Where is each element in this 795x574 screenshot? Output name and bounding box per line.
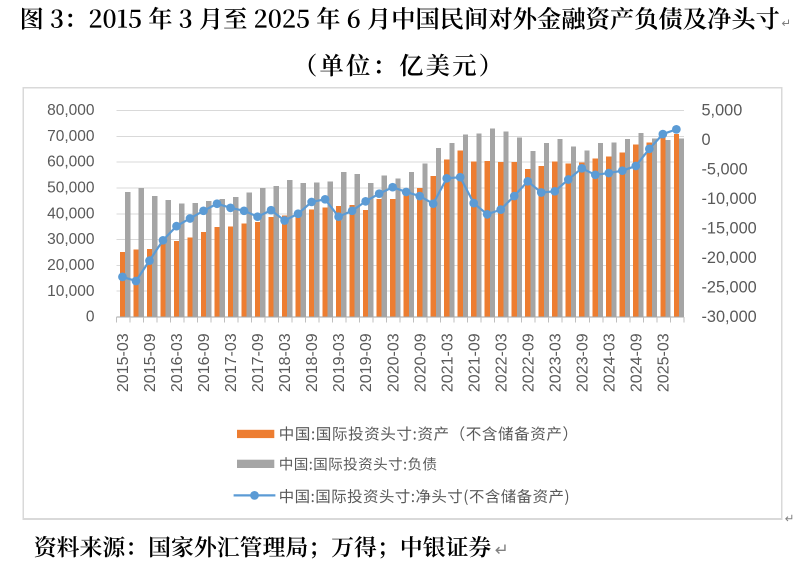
svg-text:2024-03: 2024-03 bbox=[601, 333, 618, 392]
svg-text:2016-09: 2016-09 bbox=[196, 333, 213, 392]
svg-text:2019-03: 2019-03 bbox=[331, 333, 348, 392]
svg-text:2015-09: 2015-09 bbox=[142, 333, 159, 392]
svg-text:-15,000: -15,000 bbox=[702, 219, 757, 237]
svg-text:2018-03: 2018-03 bbox=[277, 333, 294, 392]
svg-text:50,000: 50,000 bbox=[47, 180, 95, 197]
svg-text:-25,000: -25,000 bbox=[702, 278, 757, 296]
svg-text:2022-09: 2022-09 bbox=[520, 333, 537, 392]
svg-text:80,000: 80,000 bbox=[47, 102, 95, 119]
svg-text:-5,000: -5,000 bbox=[702, 160, 748, 178]
svg-text:5,000: 5,000 bbox=[702, 101, 743, 119]
svg-text:-30,000: -30,000 bbox=[702, 308, 757, 326]
svg-text:10,000: 10,000 bbox=[47, 283, 95, 300]
svg-text:2024-09: 2024-09 bbox=[628, 333, 645, 392]
svg-text:2021-03: 2021-03 bbox=[439, 333, 456, 392]
svg-text:2023-03: 2023-03 bbox=[547, 333, 564, 392]
svg-text:2017-03: 2017-03 bbox=[223, 333, 240, 392]
svg-text:-10,000: -10,000 bbox=[702, 190, 757, 208]
svg-text:2022-03: 2022-03 bbox=[493, 333, 510, 392]
svg-text:2020-03: 2020-03 bbox=[385, 333, 402, 392]
svg-text:40,000: 40,000 bbox=[47, 205, 95, 222]
svg-text:2017-09: 2017-09 bbox=[250, 333, 267, 392]
svg-text:2015-03: 2015-03 bbox=[115, 333, 132, 392]
svg-text:2023-09: 2023-09 bbox=[574, 333, 591, 392]
svg-text:60,000: 60,000 bbox=[47, 154, 95, 171]
svg-text:0: 0 bbox=[702, 131, 711, 149]
svg-text:2020-09: 2020-09 bbox=[412, 333, 429, 392]
svg-text:-20,000: -20,000 bbox=[702, 249, 757, 267]
svg-text:2018-09: 2018-09 bbox=[304, 333, 321, 392]
svg-text:2016-03: 2016-03 bbox=[169, 333, 186, 392]
svg-text:2025-03: 2025-03 bbox=[655, 333, 672, 392]
svg-text:2021-09: 2021-09 bbox=[466, 333, 483, 392]
svg-text:20,000: 20,000 bbox=[47, 257, 95, 274]
svg-text:0: 0 bbox=[86, 309, 95, 326]
svg-text:70,000: 70,000 bbox=[47, 128, 95, 145]
svg-text:30,000: 30,000 bbox=[47, 231, 95, 248]
svg-text:2019-09: 2019-09 bbox=[358, 333, 375, 392]
